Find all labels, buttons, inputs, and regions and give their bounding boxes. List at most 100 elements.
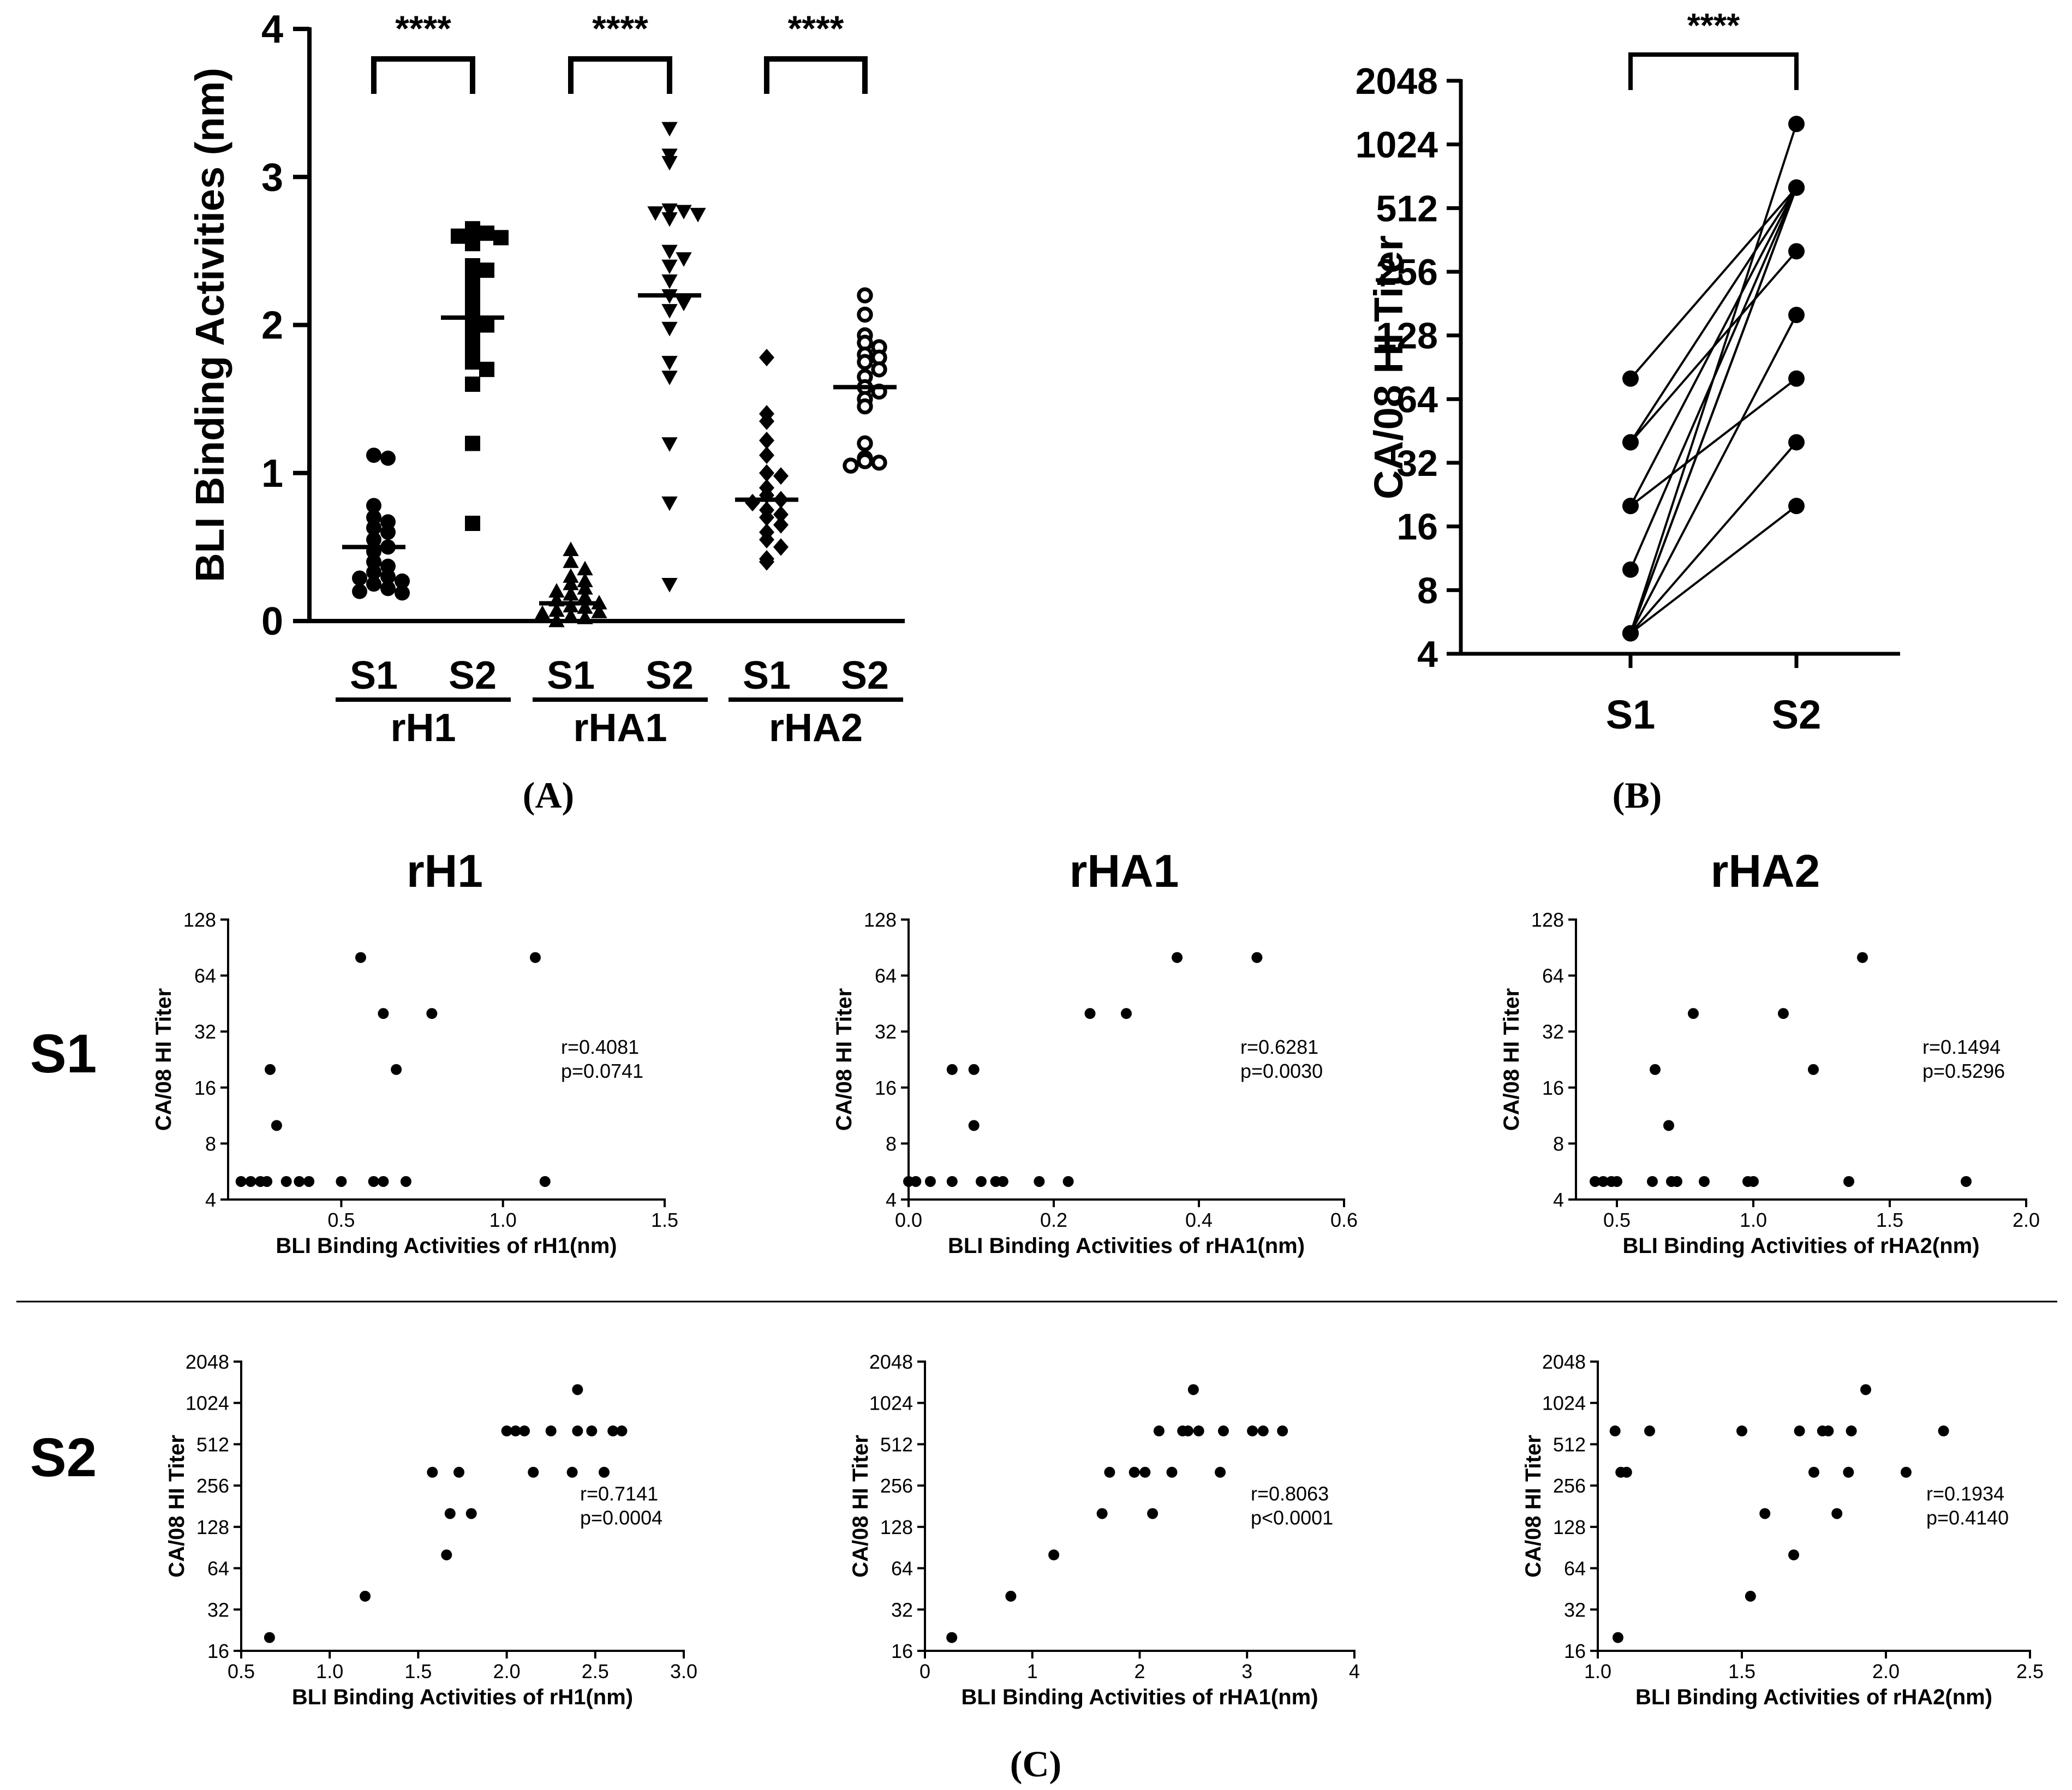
x-axis-label: BLI Binding Activities of rHA2(nm)	[1635, 1685, 1992, 1709]
data-point	[572, 1425, 583, 1437]
data-point	[1745, 1590, 1756, 1602]
data-point	[857, 306, 873, 323]
y-tick-label: 2048	[186, 1351, 229, 1373]
data-point	[968, 1120, 980, 1131]
data-point	[661, 212, 678, 227]
x-tick-label: 0.0	[895, 1209, 922, 1231]
data-point	[465, 325, 480, 341]
y-tick-label: 1024	[869, 1392, 913, 1415]
scatter-C-S2-rHA2: 16 32 64 128 256 512 1024 2048 1.0 1.5 2.0 2.5 BLI B…	[1521, 1351, 2044, 1709]
data-point	[1900, 1466, 1912, 1478]
y-tick-label: 512	[880, 1433, 913, 1455]
data-point	[1139, 1466, 1151, 1478]
y-tick-label: 16	[194, 1077, 216, 1099]
data-point	[545, 1425, 557, 1437]
group-label: rHA2	[769, 706, 863, 750]
data-point	[661, 156, 678, 171]
x-tick-label: 0.5	[327, 1209, 355, 1231]
data-point	[245, 1176, 256, 1187]
data-point	[1612, 1632, 1623, 1643]
x-tick-label: 2.0	[2013, 1209, 2040, 1231]
x-tick-label: 0.4	[1185, 1209, 1213, 1231]
x-tick-label: 2.5	[582, 1660, 609, 1682]
data-point	[1846, 1425, 1857, 1437]
data-point	[1644, 1425, 1656, 1437]
data-point	[1788, 116, 1805, 133]
data-point	[380, 450, 396, 466]
y-tick-label: 32	[875, 1021, 897, 1043]
data-point	[661, 122, 678, 137]
panel-label-a: (A)	[523, 774, 574, 816]
data-point	[577, 572, 593, 587]
row-label-s2: S2	[30, 1427, 97, 1488]
pair-line	[1629, 314, 1798, 634]
x-tick-label: S2	[1772, 692, 1822, 737]
data-point	[1699, 1176, 1710, 1187]
panel-b: 4 8 16 32 64 128 256 512 1024 2048 CA/08 HI Titer S…	[1356, 7, 1900, 737]
y-tick-label: 64	[207, 1558, 229, 1580]
data-point	[1843, 1176, 1854, 1187]
data-point	[1622, 561, 1639, 578]
correlation-r: r=0.7141	[580, 1482, 658, 1505]
y-tick-label: 2048	[1542, 1351, 1586, 1373]
data-point	[857, 398, 873, 415]
y-tick-label: 64	[875, 965, 897, 987]
data-point	[946, 1632, 958, 1643]
data-point	[395, 573, 410, 589]
y-tick-label: 128	[880, 1516, 913, 1538]
data-point	[360, 1590, 371, 1602]
correlation-r: r=0.4081	[561, 1036, 639, 1058]
data-point	[1277, 1425, 1288, 1437]
data-point	[690, 207, 706, 223]
data-point	[479, 317, 494, 333]
data-point	[1759, 1508, 1771, 1519]
x-tick-label: 1.0	[1740, 1209, 1767, 1231]
data-point	[661, 304, 678, 319]
data-point	[871, 455, 887, 471]
data-point	[380, 524, 396, 540]
y-axis-label: CA/08 HI Titer	[849, 1435, 873, 1578]
data-point	[563, 553, 579, 568]
data-point	[976, 1176, 987, 1187]
data-point	[843, 457, 859, 474]
y-tick-label: 1024	[1542, 1392, 1586, 1415]
data-point	[577, 560, 593, 576]
data-point	[1788, 434, 1805, 451]
data-point	[1688, 1008, 1699, 1019]
column-title-rh1: rH1	[407, 845, 483, 897]
data-point	[391, 1064, 402, 1075]
data-point	[465, 236, 480, 252]
pair-line	[1629, 187, 1798, 507]
data-point	[1217, 1425, 1229, 1437]
data-point	[1794, 1425, 1805, 1437]
data-point	[563, 568, 579, 583]
y-tick-label: 256	[1376, 252, 1438, 293]
data-point	[1147, 1508, 1159, 1519]
data-point	[1084, 1008, 1096, 1019]
y-tick-label: 2048	[1356, 61, 1438, 102]
data-point	[1183, 1425, 1194, 1437]
data-point	[1663, 1120, 1674, 1131]
data-point	[294, 1176, 305, 1187]
data-point	[1808, 1466, 1819, 1478]
x-tick-label: 2.0	[1872, 1660, 1900, 1682]
data-point	[676, 252, 692, 267]
y-tick-label: 16	[1564, 1640, 1586, 1662]
y-tick-label: 4	[1417, 634, 1438, 675]
y-tick-label: 4	[261, 8, 283, 51]
significance-bracket	[1628, 52, 1799, 90]
data-point	[661, 274, 678, 289]
data-point	[857, 287, 873, 303]
x-tick-label: S2	[646, 654, 694, 697]
scatter-C-S2-rHA1: 16 32 64 128 256 512 1024 2048 0 1 2 3 4 BLI Binding …	[849, 1351, 1360, 1709]
data-point	[366, 576, 381, 592]
group-label: rH1	[390, 706, 456, 750]
data-point	[366, 532, 381, 547]
y-tick-label: 32	[207, 1598, 229, 1621]
data-point	[378, 1176, 389, 1187]
group-label: rHA1	[573, 706, 667, 750]
pair-line	[1629, 378, 1798, 507]
x-tick-label: 3	[1241, 1660, 1252, 1682]
correlation-p: p=0.5296	[1922, 1060, 2005, 1082]
data-point	[1590, 1176, 1601, 1187]
